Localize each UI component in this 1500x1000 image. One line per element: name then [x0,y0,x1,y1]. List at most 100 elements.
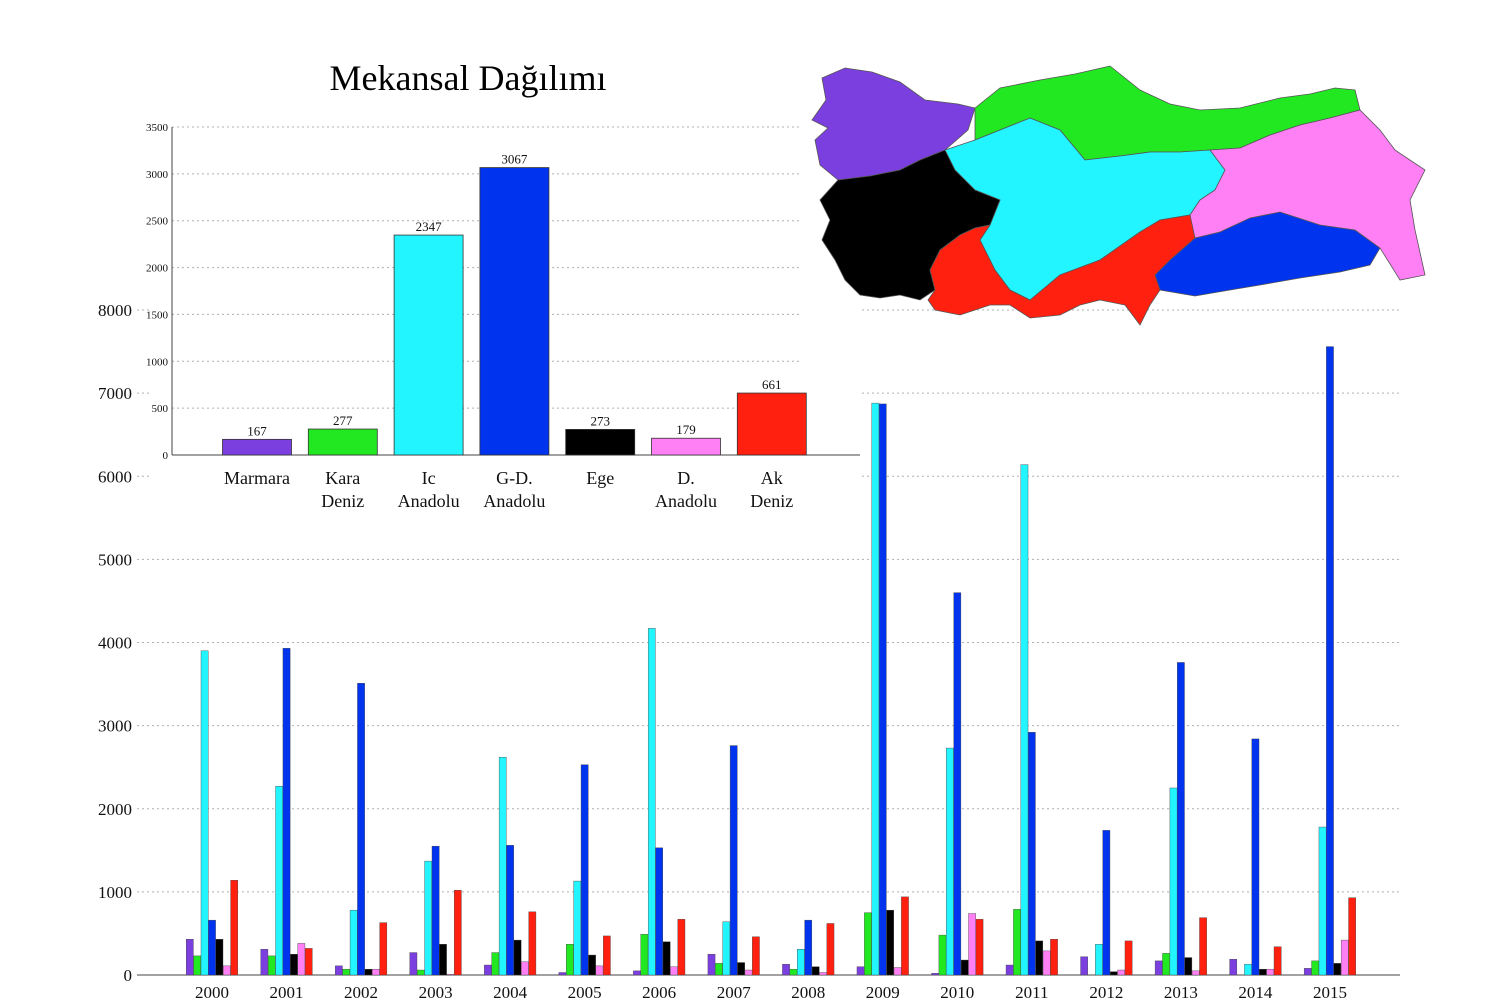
main-bar-2006-s6 [670,966,678,976]
main-bar-2004-s7 [528,911,537,976]
main-bar-2007-s3 [722,921,731,976]
main-bar-2003-s5 [439,944,447,976]
inset-bar-3 [393,234,464,456]
main-x-tick-label: 2006 [642,983,676,1000]
main-bar-2004-s4 [506,845,514,976]
main-bar-2007-s7 [752,936,760,976]
main-bar-2011-s1 [1005,964,1014,976]
main-bar-2009-s2 [864,912,872,976]
main-x-tick-label: 2005 [568,983,602,1000]
main-y-tick-label: 2000 [98,800,132,819]
inset-y-tick-label: 3500 [146,122,169,134]
inset-category-label: Kara Deniz [321,468,364,511]
main-bar-2014-s5 [1259,968,1267,976]
main-chart-y-tick-labels: 0 1000 2000 3000 4000 5000 6000 7000 8000 [98,301,132,985]
main-bar-2001-s2 [267,955,276,976]
main-y-tick-label: 5000 [98,550,132,569]
main-bar-2011-s2 [1013,909,1021,976]
main-bar-2001-s4 [282,648,291,976]
main-bar-2003-s7 [453,890,462,976]
main-bar-2002-s1 [335,965,343,976]
main-y-tick-label: 1000 [98,883,132,902]
main-bar-2015-s5 [1333,963,1342,976]
regional-total-bar-chart: Mekansal Dağılımı 0 500 1000 1500 2000 2500 30… [146,58,860,511]
main-bar-2003-s6 [446,973,455,976]
main-bar-2008-s3 [797,949,805,976]
main-x-tick-label: 2001 [270,983,304,1000]
inset-data-label: 3067 [501,152,528,167]
main-y-tick-label: 7000 [98,384,132,403]
main-bar-2004-s2 [491,952,500,976]
main-bar-2007-s4 [729,745,738,976]
inset-y-tick-label: 0 [163,450,169,462]
main-bar-2011-s4 [1028,732,1036,976]
main-bar-2003-s3 [424,860,432,976]
main-bar-2001-s5 [290,954,298,976]
main-bar-2010-s3 [946,747,954,976]
inset-bar-7 [736,392,807,456]
main-bar-2011-s5 [1035,940,1044,976]
main-bar-2006-s4 [655,847,663,976]
map-region-akdeniz [927,214,1196,326]
main-bar-2009-s1 [856,966,865,976]
main-bar-2011-s6 [1042,950,1051,976]
main-bar-2015-s1 [1303,968,1312,976]
inset-bar-2 [307,428,378,456]
main-bar-2015-s2 [1311,960,1319,976]
main-bar-2012-s7 [1124,940,1133,976]
main-x-tick-label: 2002 [344,983,378,1000]
main-bar-2008-s2 [789,968,798,976]
main-bar-2001-s1 [260,949,269,976]
main-x-tick-label: 2015 [1313,983,1347,1000]
main-bar-2015-s3 [1318,826,1327,976]
main-bar-2005-s7 [603,935,611,976]
main-bar-2011-s3 [1020,464,1029,976]
main-bar-2006-s2 [640,934,649,976]
main-bar-2015-s6 [1340,939,1349,976]
main-bar-2012-s6 [1117,969,1125,976]
main-x-tick-label: 2014 [1238,983,1273,1000]
main-bar-2006-s1 [633,970,641,976]
main-bar-2002-s5 [364,968,373,976]
main-x-tick-label: 2007 [717,983,752,1000]
main-bar-2002-s3 [349,909,358,976]
main-bar-2010-s1 [931,973,939,976]
inset-category-label: Ic Anadolu [398,468,460,511]
main-bar-2008-s1 [782,963,790,976]
main-y-tick-label: 0 [124,966,133,985]
main-bar-2009-s7 [901,896,909,976]
main-bar-2009-s4 [878,403,887,976]
inset-category-label: Marmara [224,468,290,488]
main-bar-2003-s4 [431,845,440,976]
inset-data-label: 167 [247,423,267,438]
main-chart-x-tick-labels: 2000 2001 2002 2003 2004 2005 2006 2007 2008 2009… [195,983,1347,1000]
main-bar-2005-s5 [588,954,596,976]
main-x-tick-label: 2004 [493,983,528,1000]
main-bar-2014-s6 [1266,968,1275,976]
main-bar-2000-s4 [208,919,216,976]
main-bar-2012-s3 [1095,944,1103,976]
main-y-tick-label: 8000 [98,301,132,320]
main-bar-2001-s3 [275,786,283,976]
inset-chart-category-labels: Marmara Kara Deniz Ic Anadolu G-D. Anadolu Ege D… [224,468,793,511]
inset-y-tick-label: 3000 [146,169,169,181]
inset-bar-5 [565,429,636,456]
main-bar-2015-s4 [1326,346,1334,976]
main-bar-2009-s3 [871,402,880,976]
inset-category-label: G-D. Anadolu [483,468,545,511]
main-bar-2012-s4 [1102,830,1111,976]
main-chart-bars [185,346,1356,976]
main-bar-2005-s4 [580,764,589,976]
inset-category-label: Ak Deniz [750,468,793,511]
main-bar-2004-s5 [513,939,522,976]
inset-chart-data-labels: 167 277 2347 3067 273 179 661 [247,152,781,439]
main-x-tick-label: 2010 [940,983,974,1000]
main-bar-2013-s7 [1199,917,1207,976]
main-bar-2005-s1 [558,972,567,976]
main-bar-2013-s3 [1169,787,1178,976]
main-y-tick-label: 3000 [98,717,132,736]
main-bar-2007-s6 [744,969,753,976]
main-bar-2003-s2 [416,969,425,976]
main-bar-2014-s1 [1229,959,1238,976]
main-bar-2013-s4 [1177,662,1185,976]
